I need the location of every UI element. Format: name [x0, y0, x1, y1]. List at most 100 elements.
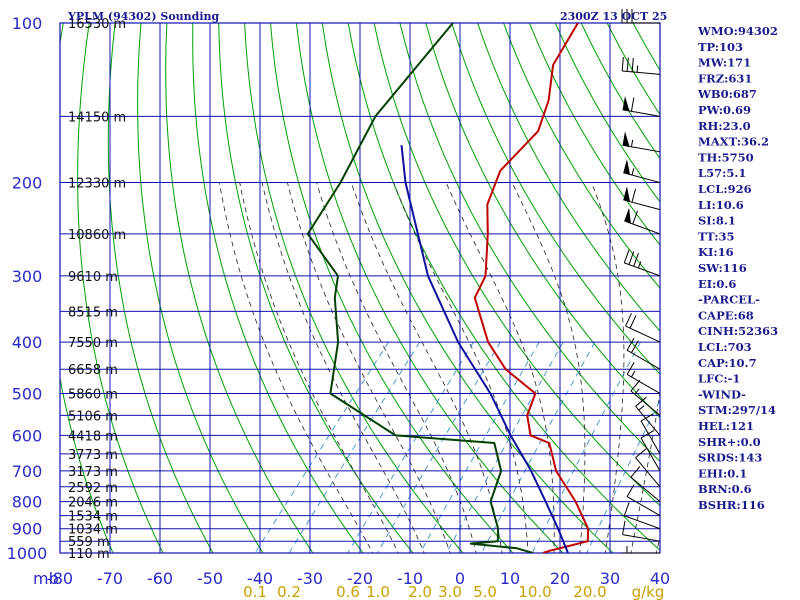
moist-adiabat-line — [261, 182, 425, 553]
pressure-tick-label: 1000 — [7, 544, 48, 563]
moist-adiabat-line — [287, 182, 451, 553]
sounding-index: LCL:926 — [698, 182, 752, 196]
mixing-ratio-tick-label: 1.0 — [366, 583, 390, 600]
wind-barbs — [621, 9, 661, 554]
grid — [59, 22, 661, 554]
height-label: 5106 m — [68, 409, 118, 424]
wind-barb-half-feather — [638, 405, 645, 411]
sounding-index: TP:103 — [698, 40, 743, 54]
temperature-tick-label: -40 — [247, 569, 273, 588]
pressure-tick-label: 200 — [12, 174, 43, 193]
sounding-index: BSHR:116 — [698, 498, 765, 512]
wind-barb — [635, 396, 661, 436]
dry-adiabat-line — [503, 23, 660, 289]
wind-barb — [622, 546, 660, 554]
valid-time: 2300Z 13 OCT 25 — [560, 10, 667, 23]
wind-barb — [630, 466, 661, 503]
pressure-unit-label: mb — [33, 569, 59, 588]
wind-barb-shaft — [640, 437, 661, 472]
dry-adiabat-line — [192, 23, 364, 553]
mixing-ratio-tick-label: 0.1 — [243, 583, 267, 600]
sounding-index: LFC:-1 — [698, 372, 740, 386]
pressure-tick-label: 800 — [12, 493, 43, 512]
sounding-index: CAPE:68 — [698, 308, 754, 322]
wind-barb-shaft — [622, 534, 661, 542]
dry-adiabat-line — [77, 23, 164, 553]
wind-barb-flag — [622, 95, 630, 111]
temperature-tick-label: -60 — [147, 569, 173, 588]
dry-adiabat-line — [528, 23, 660, 246]
wind-barb — [623, 249, 661, 277]
moist-adiabat-line — [445, 182, 555, 553]
sounding-index: TT:35 — [698, 229, 735, 243]
moist-adiabat-line — [316, 182, 477, 553]
pressure-tick-label: 600 — [12, 426, 43, 445]
dry-adiabat-line — [477, 23, 660, 332]
height-label: 110 m — [68, 547, 110, 562]
temperature-tick-label: 40 — [650, 569, 670, 588]
wind-barb-shaft — [635, 405, 661, 436]
wind-barb-shaft — [626, 374, 661, 394]
wind-barb — [635, 448, 661, 488]
dry-adiabat-line — [137, 23, 264, 553]
wind-barb-feather — [621, 57, 624, 72]
height-label: 12330 m — [68, 177, 126, 192]
dewpoint-trace — [306, 23, 534, 553]
sounding-index: LCL:703 — [698, 340, 752, 354]
wind-barb — [622, 520, 661, 542]
wind-barb-feather — [622, 520, 626, 535]
temperature-tick-label: 10 — [500, 569, 520, 588]
wind-barb-feather — [631, 188, 637, 203]
sounding-index: LI:10.6 — [698, 198, 744, 212]
dry-adiabat-line — [295, 23, 564, 553]
sounding-index: MW:171 — [698, 56, 751, 70]
pressure-tick-label: 100 — [12, 14, 43, 33]
height-label: 2046 m — [68, 496, 118, 511]
moist-adiabat-line — [239, 182, 399, 553]
wind-barb-shaft — [622, 70, 661, 75]
wind-barb-shaft — [624, 220, 661, 235]
wind-barb-feather — [630, 466, 641, 478]
moist-adiabat-line — [219, 182, 374, 553]
wind-barb-flag — [624, 207, 631, 224]
dry-adiabat-line — [244, 23, 464, 553]
dry-adiabat-line — [165, 23, 314, 553]
temperature-tick-label: 30 — [600, 569, 620, 588]
wind-barb — [624, 207, 661, 235]
wind-barb-feather — [635, 448, 647, 459]
sounding-index: EI:0.6 — [698, 277, 736, 291]
wind-barb-feather — [635, 396, 647, 407]
pressure-tick-label: 700 — [12, 462, 43, 481]
wind-barb-feather — [640, 430, 654, 439]
mixing-ratio-line — [254, 341, 389, 553]
sounding-index: EHI:0.1 — [698, 466, 747, 480]
pressure-tick-label: 900 — [12, 520, 43, 539]
wind-barb-flag — [622, 131, 630, 147]
mixing-ratio-unit-label: g/kg — [632, 583, 665, 600]
temperature-tick-label: -20 — [347, 569, 373, 588]
sounding-index: L57:5.1 — [698, 166, 746, 180]
sounding-index: WB0:687 — [697, 87, 757, 101]
sounding-index: TH:5750 — [698, 150, 754, 164]
dry-adiabat-line — [60, 23, 114, 553]
wind-barb-half-feather — [636, 65, 639, 73]
height-labels: 16530 m 14150 m 12330 m 10860 m 9610 m 8515 m… — [68, 17, 126, 562]
wind-barb-shaft — [630, 390, 661, 416]
dry-adiabat-line — [373, 23, 660, 507]
moist-adiabats — [219, 182, 660, 553]
wind-barb-shaft — [625, 325, 661, 343]
height-label: 2592 m — [68, 481, 118, 496]
wind-barb-feather — [626, 57, 629, 72]
sounding-index: -WIND- — [698, 387, 746, 401]
mixing-ratio-tick-label: 20.0 — [573, 583, 606, 600]
height-label: 14150 m — [68, 110, 126, 125]
sounding-index: SRDS:143 — [698, 451, 762, 465]
sounding-index: BRN:0.6 — [698, 482, 752, 496]
sounding-index: FRZ:631 — [698, 71, 752, 85]
wind-barb — [623, 502, 661, 530]
temperature-tick-label: -70 — [97, 569, 123, 588]
pressure-tick-label: 300 — [12, 267, 43, 286]
mixing-ratio-tick-label: 10.0 — [518, 583, 551, 600]
moist-adiabat-line — [591, 182, 625, 553]
